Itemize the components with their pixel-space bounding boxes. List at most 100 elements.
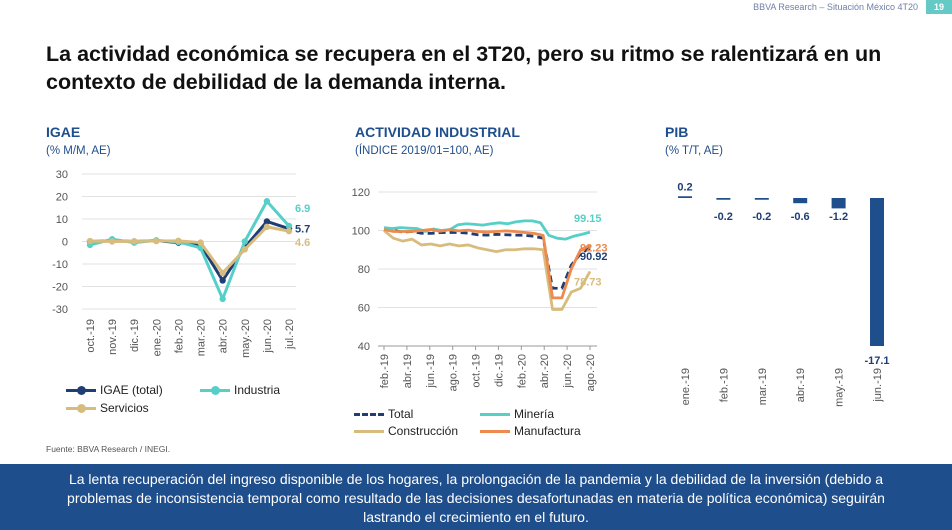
- igae-point-servicios-6: [219, 269, 226, 277]
- igae-point-igae-total-6: [219, 277, 226, 284]
- legend-label-servicios: Servicios: [100, 401, 149, 415]
- igae-point-servicios-1: [108, 238, 116, 245]
- pib-bar-may-19: [831, 198, 846, 209]
- igae-xtick-mar-20: mar.-20: [196, 319, 208, 356]
- legend-item-industria: Industria: [200, 383, 280, 397]
- chart1-title: IGAE: [46, 124, 81, 140]
- igae-line-industria: [89, 199, 291, 301]
- igae-point-industria-6: [219, 295, 226, 303]
- igae-point-servicios-4: [175, 237, 182, 245]
- legend-label-igae: IGAE (total): [100, 383, 163, 397]
- legend-item-total: Total: [354, 407, 413, 421]
- ind-xtick-abr-20: abr.-20: [539, 354, 551, 388]
- pib-value-label-ene-19: 0.2: [677, 181, 692, 193]
- legend-label-total: Total: [388, 407, 414, 421]
- ind-line-mineria: [383, 219, 591, 241]
- chart2-title: ACTIVIDAD INDUSTRIAL: [355, 124, 520, 140]
- ind-end-label-construccion: 78.73: [574, 276, 602, 288]
- igae-point-servicios-8: [263, 223, 271, 231]
- report-source-label: BBVA Research – Situación México 4T20: [753, 2, 918, 12]
- pib-xtick-may-19: may.-19: [834, 368, 846, 407]
- igae-xtick-jun-20: jun.-20: [262, 319, 274, 354]
- ind-end-label-manufactura: 92.23: [580, 242, 608, 254]
- page-headline: La actividad económica se recupera en el…: [46, 42, 882, 94]
- igae-xtick-nov-19: nov.-19: [107, 319, 119, 355]
- pib-xtick-jun-19: jun.-19: [872, 368, 884, 403]
- igae-point-servicios-2: [131, 238, 138, 245]
- ind-ytick-40: 40: [358, 341, 370, 353]
- legend-item-manufactura: Manufactura: [480, 424, 581, 438]
- igae-xtick-dic-19: dic.-19: [129, 319, 141, 352]
- chart1-subtitle: (% M/M, AE): [46, 145, 111, 157]
- legend-swatch-manufactura: [480, 429, 510, 433]
- chart2-subtitle: (ÍNDICE 2019/01=100, AE): [355, 145, 494, 157]
- ind-xtick-feb-19: feb.-19: [379, 354, 391, 388]
- ind-xtick-dic-19: dic.-19: [493, 354, 505, 387]
- igae-ytick-10: -10: [52, 259, 68, 271]
- igae-point-servicios-3: [153, 237, 160, 245]
- pib-value-label-jun-19: -17.1: [864, 355, 889, 367]
- footer-text: La lenta recuperación del ingreso dispon…: [67, 471, 885, 525]
- ind-ytick-100: 100: [352, 226, 370, 238]
- legend-swatch-servicios: [66, 403, 96, 413]
- ind-line-manufactura: [383, 228, 591, 300]
- igae-xtick-abr-20: abr.-20: [218, 319, 230, 353]
- legend-label-mineria: Minería: [514, 407, 555, 421]
- igae-line-igae-total: [89, 219, 290, 282]
- igae-ytick-20: -20: [52, 282, 68, 294]
- igae-ytick-30: -30: [52, 304, 68, 316]
- ind-xtick-feb-20: feb.-20: [516, 354, 528, 388]
- pib-bar-ene-19: [678, 196, 692, 198]
- ind-xtick-jun-19: jun.-19: [425, 354, 437, 389]
- pib-value-label-feb-19: -0.2: [714, 211, 733, 223]
- ind-xtick-abr-19: abr.-19: [402, 354, 414, 388]
- ind-end-label-total: 90.92: [580, 251, 608, 263]
- pib-xtick-mar-19: mar.-19: [757, 368, 769, 405]
- igae-point-industria-7: [241, 238, 248, 245]
- igae-ytick-0: 0: [62, 237, 68, 249]
- page-number: 19: [925, 0, 952, 14]
- legend-label-construccion: Construcción: [388, 424, 459, 438]
- ind-end-label-mineria: 99.15: [574, 213, 602, 225]
- ind-ytick-80: 80: [358, 264, 370, 276]
- ind-xtick-ago-20: ago.-20: [585, 354, 597, 391]
- pib-bar-feb-19: [716, 198, 731, 200]
- legend-swatch-construccion: [354, 429, 384, 433]
- pib-bar-jun-19: [870, 198, 884, 346]
- igae-point-industria-8: [263, 198, 271, 205]
- igae-point-servicios-7: [241, 246, 248, 253]
- ind-line-total: [383, 228, 591, 290]
- igae-point-servicios-5: [197, 239, 204, 246]
- ind-xtick-jun-20: jun.-20: [562, 354, 574, 389]
- legend-item-mineria: Minería: [480, 407, 554, 421]
- legend-swatch-industria: [200, 385, 230, 395]
- igae-xtick-oct-19: oct.-19: [85, 319, 97, 353]
- igae-xtick-may-20: may.-20: [240, 319, 252, 358]
- igae-end-label-servicios: 4.6: [295, 237, 310, 249]
- legend-label-industria: Industria: [234, 383, 281, 397]
- igae-point-servicios-9: [285, 227, 293, 235]
- igae-end-label-industria: 6.9: [295, 203, 310, 215]
- igae-ytick-30: 30: [56, 169, 68, 181]
- igae-point-industria-9: [285, 222, 293, 230]
- footer-banner: La lenta recuperación del ingreso dispon…: [0, 464, 952, 530]
- source-note: Fuente: BBVA Research / INEGI.: [46, 444, 171, 454]
- igae-xtick-feb-20: feb.-20: [173, 319, 185, 353]
- pib-value-label-abr-19: -0.6: [791, 211, 810, 223]
- ind-ytick-120: 120: [352, 187, 370, 199]
- ind-xtick-oct-19: oct.-19: [471, 354, 483, 388]
- igae-ytick-20: 20: [56, 192, 68, 204]
- pib-bar-abr-19: [793, 198, 808, 204]
- legend-item-servicios: Servicios: [66, 401, 149, 415]
- igae-end-label-igae-total: 5.7: [295, 224, 310, 236]
- igae-xtick-ene-20: ene.-20: [151, 319, 163, 356]
- ind-ytick-60: 60: [358, 303, 370, 315]
- igae-point-servicios-0: [86, 237, 94, 245]
- pib-xtick-feb-19: feb.-19: [718, 368, 730, 402]
- ind-line-construccion: [383, 229, 592, 311]
- legend-swatch-igae: [66, 385, 96, 395]
- igae-point-igae-total-8: [263, 218, 271, 225]
- top-bar: BBVA Research – Situación México 4T20 19: [753, 0, 952, 14]
- pib-xtick-abr-19: abr.-19: [795, 368, 807, 402]
- igae-line-servicios: [89, 225, 290, 275]
